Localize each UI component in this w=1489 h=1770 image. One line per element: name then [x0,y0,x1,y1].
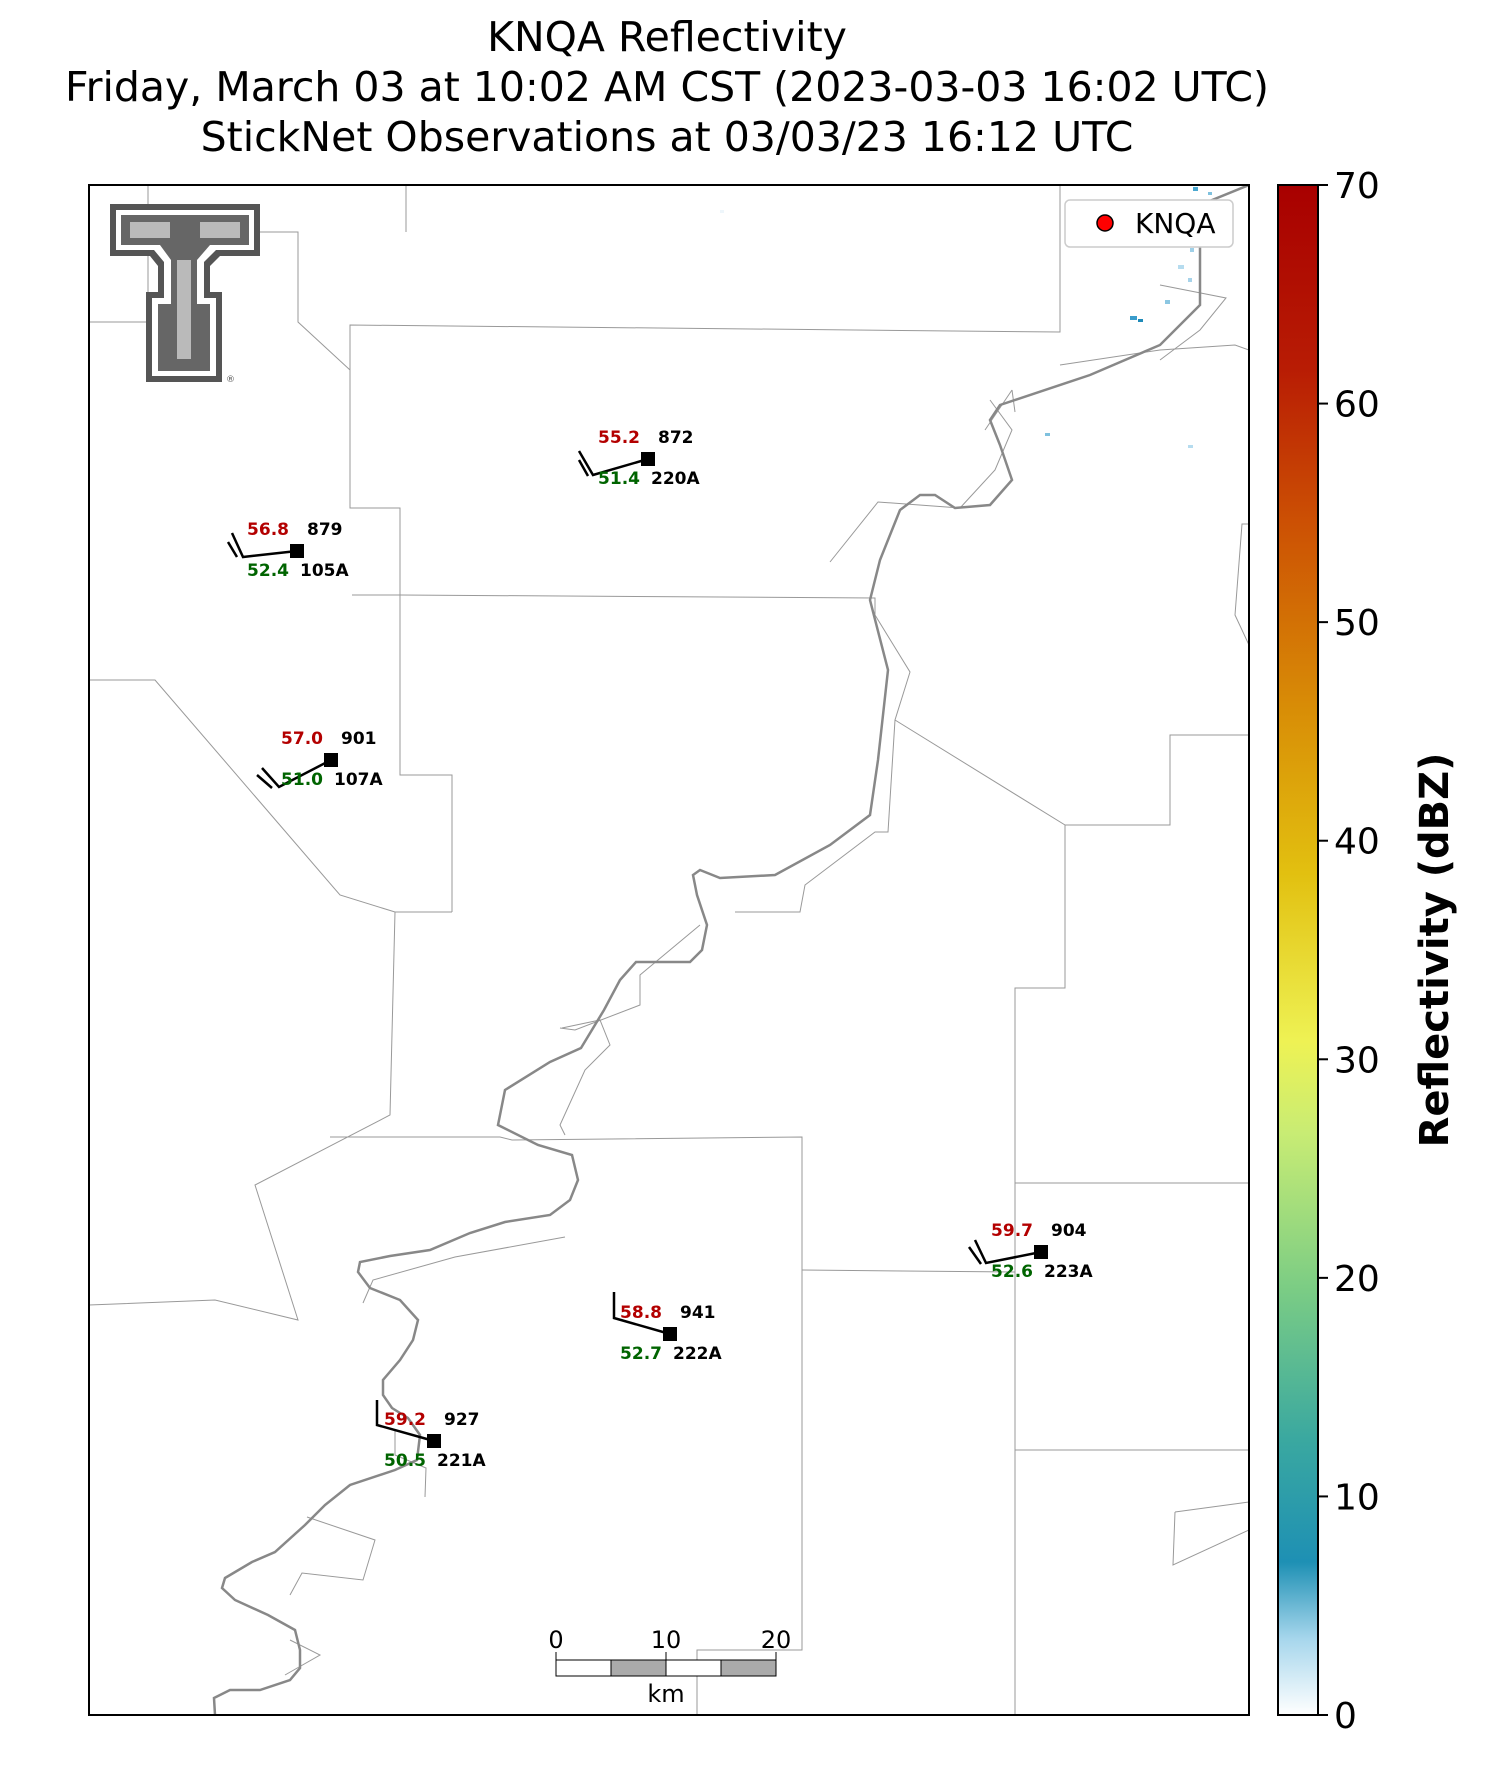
station-temperature: 57.0 [281,729,323,749]
station-id: 105A [300,561,349,581]
wind-barb [577,450,649,477]
svg-text:®: ® [226,375,235,385]
station-id: 221A [437,1451,486,1471]
station-pressure: 872 [658,428,694,448]
colorbar-label: Reflectivity (dBZ) [1412,753,1458,1148]
station-dewpoint: 51.0 [281,770,323,790]
scale-tick-0: 0 [548,1626,563,1654]
colorbar-tick-label: 70 [1334,166,1380,207]
station-dewpoint: 51.4 [598,469,640,489]
station-marker [1034,1245,1048,1259]
station-marker [290,544,304,558]
station-temperature: 56.8 [247,520,289,540]
wind-barb [230,532,298,559]
wind-barb [261,758,332,789]
station-plot-222A[interactable]: 58.8 941 52.7 222A [612,1292,722,1364]
station-temperature: 55.2 [598,428,640,448]
station-temperature: 59.7 [991,1221,1033,1241]
station-temperature: 59.2 [384,1410,426,1430]
wind-barb-feather [577,459,590,477]
wind-barb [973,1239,1042,1265]
scale-tick-10: 10 [651,1626,682,1654]
river-line [212,185,1249,1715]
wind-barb [375,1400,435,1443]
title-time-line: Friday, March 03 at 10:02 AM CST (2023-0… [65,63,1269,111]
colorbar-tick-label: 10 [1334,1477,1380,1518]
texas-tech-logo: ® [110,204,260,385]
colorbar-tick-label: 20 [1334,1259,1380,1300]
station-id: 107A [334,770,383,790]
station-marker [427,1434,441,1448]
colorbar-tick-label: 0 [1334,1696,1357,1737]
station-marker [324,753,338,767]
legend-knqa-label: KNQA [1135,207,1216,240]
map-title: KNQA Reflectivity Friday, March 03 at 10… [0,12,1334,162]
stations-layer: 55.2 872 51.4 220A 56.8 879 52.4 105A 57.0 901 51.… [226,428,1093,1471]
wind-barb-feather [256,774,273,789]
map-area[interactable]: ® KNQA 55.2 872 51.4 220A 56.8 879 52.4 105A 57.… [89,185,1249,1715]
station-dewpoint: 52.4 [247,561,289,581]
station-pressure: 901 [341,729,377,749]
station-id: 222A [673,1344,722,1364]
station-marker [663,1327,677,1341]
station-dewpoint: 52.6 [991,1262,1033,1282]
station-temperature: 58.8 [620,1303,662,1323]
station-plot-220A[interactable]: 55.2 872 51.4 220A [577,428,700,489]
colorbar-ticks: 0 10 20 30 40 50 60 70 [1318,166,1380,1737]
station-pressure: 879 [307,520,343,540]
scale-unit: km [647,1680,684,1708]
county-boundaries [89,185,1249,1715]
legend-box: KNQA [1064,199,1234,248]
colorbar-gradient [1277,184,1319,1716]
wind-barb [612,1292,671,1336]
station-pressure: 941 [680,1303,716,1323]
station-marker [641,452,655,466]
scale-tick-20: 20 [761,1626,792,1654]
station-id: 223A [1044,1262,1093,1282]
colorbar-tick-label: 60 [1334,385,1380,426]
colorbar-tick-label: 30 [1334,1040,1380,1081]
station-pressure: 904 [1051,1221,1087,1241]
map-frame [88,184,1250,1716]
station-plot-107A[interactable]: 57.0 901 51.0 107A [256,729,383,790]
title-obs-line: StickNet Observations at 03/03/23 16:12 … [200,113,1134,161]
wind-barb-feather [226,541,239,558]
station-dewpoint: 52.7 [620,1344,662,1364]
legend-marker [1096,214,1114,232]
station-plot-221A[interactable]: 59.2 927 50.5 221A [375,1400,486,1471]
station-dewpoint: 50.5 [384,1451,426,1471]
title-radar-line: KNQA Reflectivity [487,13,847,61]
station-plot-105A[interactable]: 56.8 879 52.4 105A [226,520,349,581]
station-pressure: 927 [444,1410,480,1430]
colorbar-tick-label: 50 [1334,603,1380,644]
colorbar-tick-label: 40 [1334,822,1380,863]
wind-barb-feather [967,1246,983,1265]
station-plot-223A[interactable]: 59.7 904 52.6 223A [967,1221,1093,1282]
scale-bar: 0 10 20 km [548,1626,791,1708]
colorbar: 0 10 20 30 40 50 60 70 Reflectivity (dBZ) [1277,166,1458,1737]
station-id: 220A [651,469,700,489]
